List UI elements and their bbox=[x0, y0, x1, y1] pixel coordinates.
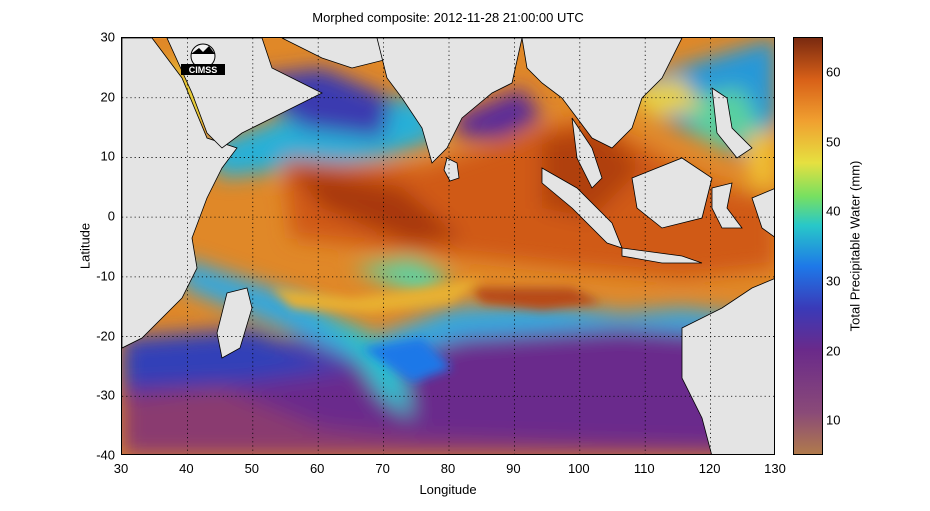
y-tick-label: -30 bbox=[96, 387, 115, 403]
australia-land bbox=[681, 278, 774, 454]
madagascar-land bbox=[216, 287, 253, 359]
x-tick-label: 110 bbox=[633, 461, 655, 476]
colorbar-tick-label: 50 bbox=[826, 134, 841, 149]
x-tick-label: 40 bbox=[179, 461, 194, 476]
colorbar-tick-label: 10 bbox=[826, 412, 841, 428]
y-tick-label: 20 bbox=[100, 89, 115, 105]
moisture-detail bbox=[272, 278, 602, 383]
colorbar-tick-label: 20 bbox=[826, 343, 841, 358]
y-tick-label: -20 bbox=[96, 328, 115, 344]
x-axis-label: Longitude bbox=[419, 482, 477, 497]
colorbar-tick-label: 60 bbox=[826, 64, 841, 80]
sumatra-land bbox=[541, 167, 623, 249]
colorbar-tick-label: 30 bbox=[826, 273, 841, 289]
iran-land bbox=[281, 38, 393, 69]
y-tick-label: 30 bbox=[100, 29, 115, 45]
y-tick-label: -40 bbox=[96, 447, 115, 463]
tpw-map bbox=[122, 38, 774, 454]
colorbar bbox=[793, 37, 823, 455]
x-tick-label: 60 bbox=[309, 461, 325, 476]
colorbar-label: Total Precipitable Water (mm) bbox=[847, 160, 863, 332]
srilanka-land bbox=[443, 157, 460, 182]
x-tick-label: 90 bbox=[506, 461, 521, 476]
x-tick-label: 100 bbox=[567, 461, 590, 476]
map-area bbox=[121, 37, 775, 455]
java-land bbox=[621, 247, 703, 264]
x-tick-label: 120 bbox=[698, 461, 721, 476]
india-land bbox=[376, 38, 523, 164]
borneo-land bbox=[631, 157, 713, 229]
newguinea-land bbox=[751, 188, 774, 238]
x-tick-label: 80 bbox=[440, 461, 456, 476]
x-tick-label: 50 bbox=[244, 461, 260, 476]
x-tick-label: 130 bbox=[764, 461, 786, 476]
x-tick-label: 30 bbox=[113, 461, 129, 476]
y-tick-label: 0 bbox=[107, 208, 115, 224]
y-tick-label: 10 bbox=[100, 148, 115, 164]
y-tick-label: -10 bbox=[96, 268, 115, 284]
x-tick-label: 70 bbox=[375, 461, 390, 476]
cimss-logo: CIMSS bbox=[181, 43, 225, 75]
map-title: Morphed composite: 2012-11-28 21:00:00 U… bbox=[312, 10, 584, 25]
svg-text:CIMSS: CIMSS bbox=[189, 65, 218, 75]
y-axis-label: Latitude bbox=[77, 222, 93, 270]
colorbar-tick-label: 40 bbox=[826, 203, 841, 219]
seasia-land bbox=[521, 38, 683, 149]
africa-land bbox=[122, 38, 238, 349]
